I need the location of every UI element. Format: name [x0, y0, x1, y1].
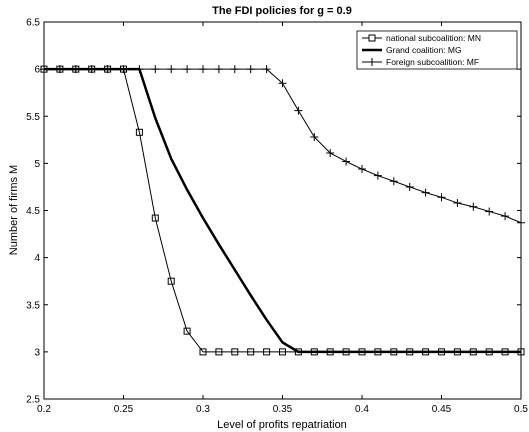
series-layer: [40, 65, 525, 356]
axis-ticks: [43, 21, 522, 400]
data-point: [40, 65, 48, 74]
data-point: [485, 207, 494, 216]
data-point: [405, 182, 414, 191]
x-tick-label: 0.3: [196, 404, 210, 415]
legend-label-mg: Grand coalition: MG: [386, 45, 462, 55]
series-3: [40, 65, 525, 227]
data-point: [135, 65, 144, 74]
y-tick-label: 2.5: [26, 395, 40, 406]
data-point: [151, 65, 160, 74]
y-tick-label: 3: [34, 347, 40, 358]
data-point: [214, 65, 223, 74]
data-point: [119, 65, 128, 74]
legend-marker-plus: [368, 58, 376, 66]
data-point: [183, 65, 192, 74]
data-point: [373, 171, 382, 180]
data-point: [469, 202, 478, 211]
data-point: [167, 65, 176, 74]
x-tick-label: 0.4: [355, 404, 369, 415]
data-point: [326, 149, 335, 158]
legend-label-mf: Foreign subcoalition: MF: [386, 57, 479, 67]
y-tick-label: 4.5: [26, 206, 40, 217]
y-tick-label: 6.5: [26, 18, 40, 29]
data-point: [87, 65, 96, 74]
y-tick-label: 5: [34, 159, 40, 170]
legend: national subcoalition: MN Grand coalitio…: [356, 30, 518, 70]
data-point: [103, 65, 112, 74]
x-axis-label: Level of profits repatriation: [217, 419, 347, 431]
data-point: [437, 193, 446, 202]
y-axis-label: Number of firms M: [8, 165, 20, 255]
x-tick-label: 0.5: [514, 404, 528, 415]
data-point: [262, 65, 271, 74]
data-point: [199, 65, 207, 74]
y-tick-label: 4: [34, 253, 40, 264]
data-point: [310, 132, 319, 141]
data-point: [501, 212, 510, 221]
data-point: [421, 188, 430, 197]
data-point: [389, 177, 398, 186]
data-point: [246, 65, 255, 74]
legend-marker-square: [368, 34, 376, 42]
y-tick-label: 5.5: [26, 112, 40, 123]
data-point: [279, 348, 286, 356]
data-point: [215, 348, 223, 356]
data-point: [183, 327, 191, 335]
data-point: [135, 128, 143, 136]
data-point: [71, 65, 80, 74]
data-point: [517, 218, 525, 227]
x-tick-label: 0.45: [432, 404, 452, 415]
legend-box: [356, 30, 518, 70]
data-point: [263, 348, 271, 356]
data-point: [342, 157, 351, 166]
data-point: [230, 65, 239, 74]
data-point: [231, 348, 239, 356]
data-point: [294, 106, 303, 115]
data-point: [453, 198, 462, 207]
x-tick-labels: 0.2 0.25 0.3 0.35 0.4 0.45 0.5: [37, 404, 528, 415]
x-tick-label: 0.2: [37, 404, 51, 415]
data-point: [55, 65, 64, 74]
x-tick-label: 0.25: [114, 404, 134, 415]
data-point: [167, 277, 175, 285]
data-point: [199, 348, 207, 356]
y-tick-label: 3.5: [26, 300, 40, 311]
data-point: [358, 165, 366, 174]
x-tick-label: 0.35: [273, 404, 293, 415]
y-tick-label: 6: [34, 65, 40, 76]
data-point: [278, 79, 287, 88]
y-tick-labels: 2.5 3 3.5 4 4.5 5 5.5 6 6.5: [26, 18, 40, 406]
data-point: [151, 214, 159, 222]
legend-label-mn: national subcoalition: MN: [386, 33, 481, 43]
chart-title: The FDI policies for g = 0.9: [212, 5, 352, 17]
data-point: [247, 348, 255, 356]
